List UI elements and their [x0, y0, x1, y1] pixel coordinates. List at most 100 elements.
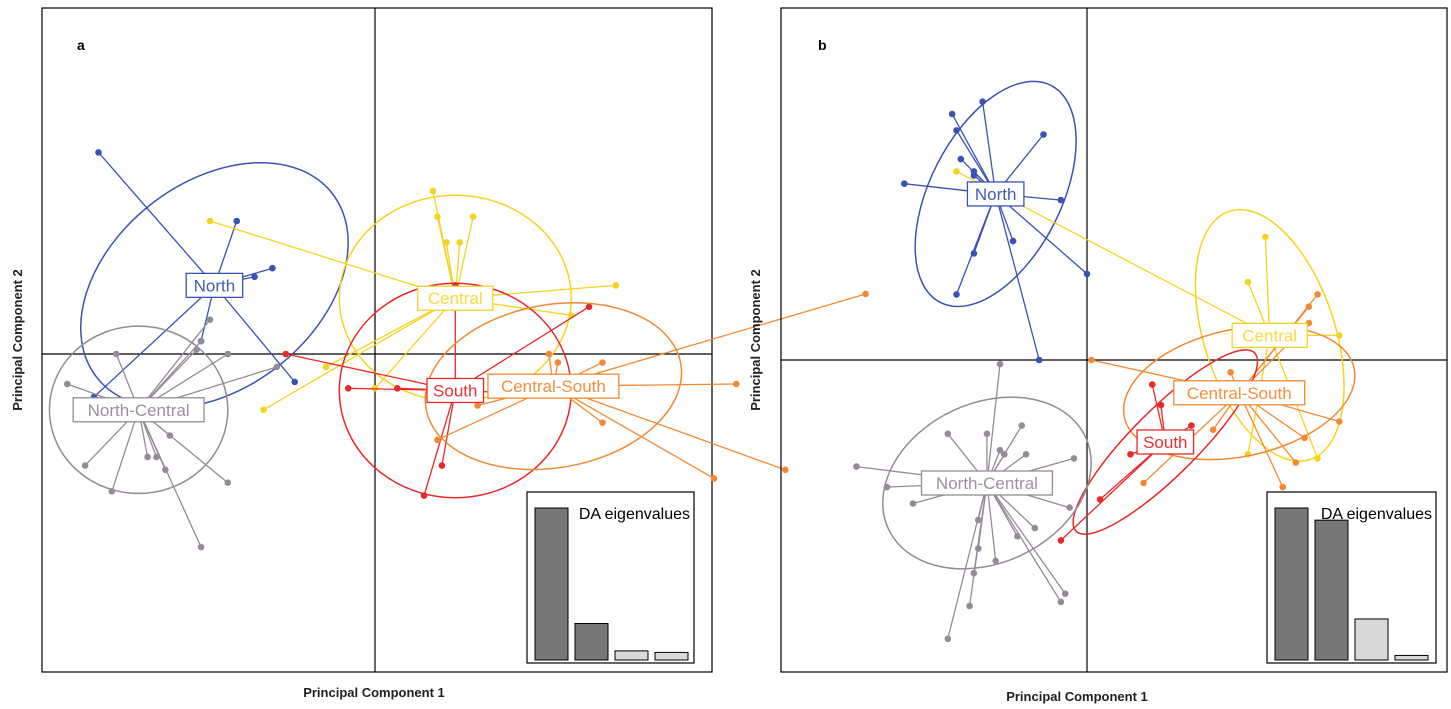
- point-north-central: [983, 430, 991, 438]
- spoke-central: [374, 297, 456, 389]
- point-north: [269, 264, 276, 272]
- plot-frame: [780, 7, 1448, 673]
- spoke-north: [995, 193, 1088, 275]
- point-north-central: [974, 516, 982, 524]
- point-south: [420, 492, 428, 499]
- point-north: [953, 127, 960, 134]
- point-central: [260, 406, 267, 414]
- point-north-central: [153, 453, 160, 461]
- point-central-south: [1301, 434, 1308, 442]
- point-central: [206, 217, 214, 225]
- point-central: [612, 282, 620, 289]
- point-north-central: [206, 316, 214, 323]
- label-box-south: [426, 377, 485, 404]
- point-central-south: [599, 419, 606, 426]
- point-north-central: [224, 479, 232, 487]
- panel-letter: b: [818, 37, 827, 53]
- ellipse-north-central: [48, 325, 229, 495]
- point-north-central: [162, 466, 169, 474]
- point-central: [456, 239, 464, 246]
- point-north-central: [144, 453, 151, 461]
- label-north: North: [975, 185, 1017, 204]
- label-box-north-central: [920, 470, 1054, 496]
- spoke-north-central: [973, 482, 988, 574]
- point-north-central: [1014, 533, 1021, 540]
- ellipse-central-south: [1122, 325, 1356, 461]
- point-north: [970, 250, 978, 257]
- point-central-south: [474, 402, 481, 409]
- point-central: [322, 363, 330, 371]
- spoke-north: [93, 284, 215, 398]
- point-central: [1314, 455, 1321, 462]
- point-north: [970, 172, 978, 179]
- label-central: Central: [428, 289, 483, 308]
- point-north-central: [193, 346, 200, 354]
- point-north-central: [108, 487, 116, 495]
- point-north: [291, 378, 299, 386]
- spoke-central-south: [1238, 306, 1310, 394]
- spoke-north-central: [947, 482, 988, 639]
- eigenvalue-inset: DA eigenvalues: [1266, 491, 1437, 664]
- point-north-central: [1018, 422, 1026, 429]
- label-box-north-central: [72, 397, 205, 423]
- x-axis-title: Principal Component 1: [1006, 689, 1148, 704]
- point-central: [469, 213, 477, 221]
- point-north-central: [224, 350, 232, 358]
- spoke-north: [951, 113, 997, 195]
- point-central-south: [1336, 418, 1343, 425]
- label-central: Central: [1242, 326, 1297, 345]
- label-north-central: North-Central: [936, 474, 1038, 493]
- ellipse-central-south: [424, 302, 683, 471]
- point-central-south: [1140, 479, 1147, 487]
- point-central-south: [862, 290, 869, 298]
- label-box-central-south: [1173, 380, 1306, 406]
- spoke-central-south: [553, 385, 715, 479]
- point-central-south: [1279, 483, 1287, 491]
- spoke-central-south: [553, 385, 786, 471]
- point-central-south: [545, 350, 553, 358]
- point-central-south: [1292, 459, 1300, 466]
- plot-frame: [41, 7, 713, 673]
- spoke-north-central: [138, 409, 202, 548]
- spoke-north: [995, 193, 1040, 361]
- spoke-north: [213, 284, 296, 383]
- point-north-central: [1057, 598, 1065, 606]
- point-north-central: [113, 350, 120, 358]
- spoke-central-south: [1238, 392, 1284, 488]
- eigenvalue-bar: [1274, 507, 1309, 661]
- point-central: [443, 239, 450, 246]
- label-box-central: [417, 285, 494, 311]
- point-north-central: [992, 557, 999, 565]
- point-north: [1040, 131, 1047, 138]
- point-north-central: [944, 635, 952, 643]
- eigenvalue-bar: [574, 623, 609, 661]
- point-north: [948, 110, 956, 118]
- label-central-south: Central-South: [501, 377, 606, 396]
- eigenvalue-bar: [1354, 618, 1389, 661]
- point-north: [979, 98, 986, 105]
- spoke-north-central: [986, 482, 1062, 603]
- point-central-south: [1088, 356, 1095, 364]
- ellipse-central: [1194, 208, 1345, 462]
- point-north: [1035, 356, 1043, 364]
- inset-title: DA eigenvalues: [1321, 506, 1432, 523]
- ellipse-north: [914, 80, 1077, 308]
- x-axis-title: Principal Component 1: [303, 685, 445, 700]
- point-south: [394, 385, 401, 392]
- spoke-north-central: [986, 482, 1066, 595]
- point-south: [1157, 401, 1165, 409]
- spoke-north: [955, 193, 997, 295]
- label-north: North: [194, 276, 236, 295]
- point-north-central: [1061, 590, 1069, 597]
- eigenvalue-bar: [654, 651, 689, 661]
- point-north-central: [197, 543, 205, 551]
- point-north-central: [944, 430, 952, 438]
- point-north-central: [166, 432, 174, 439]
- point-central: [434, 213, 441, 221]
- point-north: [95, 149, 102, 156]
- point-north-central: [1001, 451, 1008, 458]
- point-south: [438, 462, 446, 469]
- label-box-central: [1231, 322, 1308, 349]
- ellipse-north-central: [882, 396, 1092, 570]
